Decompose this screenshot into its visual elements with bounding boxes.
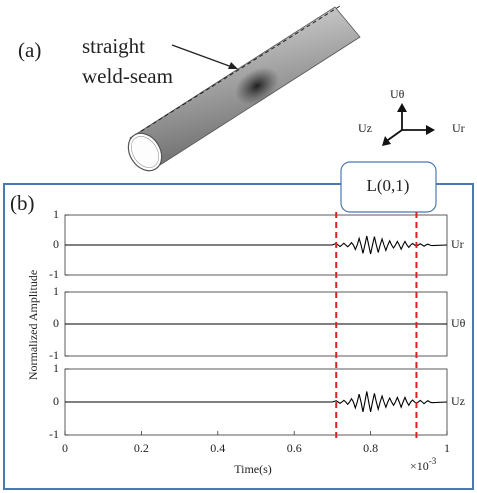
- x-tick-label: 0.4: [210, 441, 225, 455]
- y-tick-label: 0: [53, 316, 59, 330]
- y-tick-label: 0: [53, 237, 59, 251]
- y-axis-label: Normalized Amplitude: [26, 270, 40, 380]
- coordinate-axes: [382, 103, 435, 146]
- annotation: weld-seam: [82, 64, 173, 88]
- x-tick-label: 1: [444, 441, 450, 455]
- data-line: [65, 391, 448, 413]
- x-tick-label: 0.2: [134, 441, 149, 455]
- coord-label: Uθ: [390, 87, 405, 101]
- y-tick-label: -1: [49, 267, 59, 281]
- x-tick-label: 0.6: [287, 441, 302, 455]
- x-multiplier-exponent: -3: [429, 456, 437, 466]
- x-tick-label: 0: [62, 441, 68, 455]
- x-multiplier: ×10-3: [410, 456, 437, 473]
- x-tick-label: 0.8: [363, 441, 378, 455]
- data-line: [65, 235, 448, 255]
- coord-label: Uz: [358, 121, 372, 135]
- mode-label: L(0,1): [367, 176, 410, 195]
- y-tick-label: 1: [53, 284, 59, 298]
- y-tick-label: 1: [53, 207, 59, 221]
- y-tick-label: -1: [49, 348, 59, 362]
- arrow: [171, 44, 233, 68]
- panel-frame: [3, 183, 474, 490]
- y-tick-label: -1: [49, 427, 59, 441]
- mode-box: [340, 161, 437, 213]
- series-label: Uz: [451, 394, 465, 408]
- x-axis-label: Time(s): [234, 462, 272, 476]
- series-label: Ur: [451, 237, 464, 251]
- y-tick-label: 0: [53, 394, 59, 408]
- panel-label: (a): [18, 38, 41, 62]
- coord-label: Ur: [452, 121, 465, 135]
- arrow-head: [228, 62, 238, 69]
- y-tick-label: 1: [53, 361, 59, 375]
- series-label: Uθ: [451, 316, 466, 330]
- x-multiplier-base: ×10: [410, 459, 429, 473]
- pipe: [127, 5, 361, 172]
- panel-label: (b): [10, 191, 35, 215]
- annotation: straight: [82, 34, 145, 58]
